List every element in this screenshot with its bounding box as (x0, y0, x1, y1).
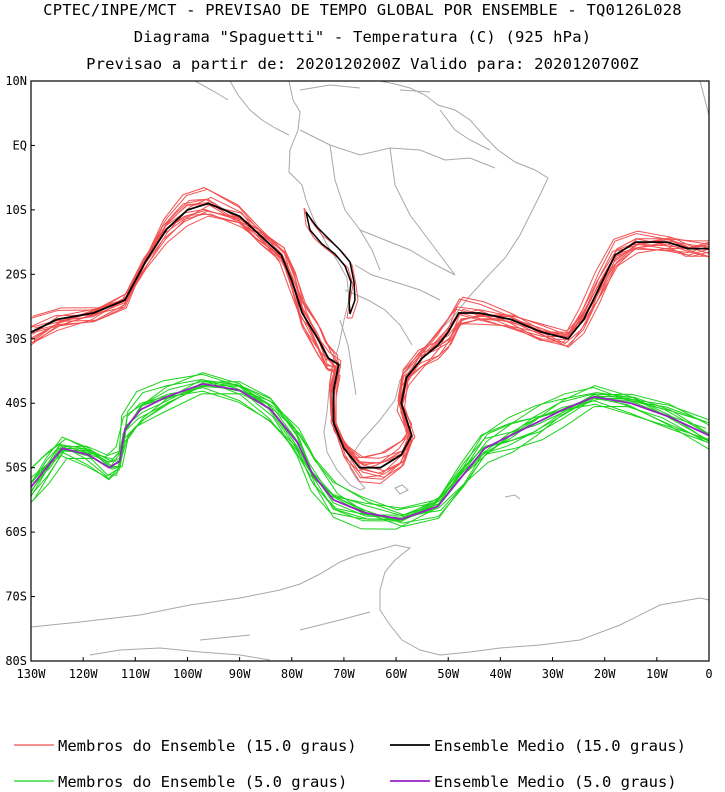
ensemble-mean-15-line (31, 202, 709, 469)
ensemble-member-line (33, 198, 709, 466)
ensemble-member-line (31, 372, 709, 509)
longitude-axis: 130W 120W 110W 100W 90W 80W 70W 60W 50W 40W 30W 20W… (17, 657, 713, 681)
plot-frame (30, 80, 710, 662)
ensemble-member-line (31, 393, 706, 530)
title-line-3: Previsao a partir de: 2020120200Z Valido… (86, 55, 639, 73)
ensemble-member-line (31, 215, 709, 485)
ensemble-member-line (31, 213, 709, 478)
lon-tick-label: 50W (437, 667, 459, 681)
lon-tick-label: 70W (333, 667, 355, 681)
ensemble-member-line (34, 384, 709, 522)
ensemble-members-5 (31, 372, 709, 530)
ensemble-member-line (33, 210, 709, 480)
lon-tick-label: 0 (705, 667, 712, 681)
lat-tick-label: 80S (5, 654, 27, 668)
ensemble-member-line (32, 380, 709, 517)
lon-tick-label: 100W (173, 667, 203, 681)
lat-tick-label: 10S (5, 203, 27, 217)
lat-tick-label: 70S (5, 590, 27, 604)
lat-tick-label: 20S (5, 267, 27, 281)
lat-tick-label: 30S (5, 332, 27, 346)
ensemble-member-line (31, 383, 709, 520)
lat-tick-label: EQ (13, 138, 27, 152)
ensemble-member-line (31, 198, 709, 459)
ensemble-mean-5-line (31, 382, 709, 521)
lat-tick-label: 10N (5, 74, 27, 88)
ensemble-member-line (32, 187, 709, 459)
lat-tick-label: 40S (5, 396, 27, 410)
legend-label-mean-15: Ensemble Medio (15.0 graus) (434, 737, 686, 755)
lon-tick-label: 10W (646, 667, 668, 681)
lat-tick-label: 50S (5, 461, 27, 475)
legend: Membros do Ensemble (15.0 graus) Ensembl… (14, 737, 686, 791)
ensemble-members-15 (31, 187, 709, 485)
lon-tick-label: 110W (121, 667, 151, 681)
lon-tick-label: 40W (490, 667, 512, 681)
ensemble-member-line (31, 379, 709, 516)
lon-tick-label: 90W (229, 667, 251, 681)
lon-tick-label: 30W (542, 667, 564, 681)
lon-tick-label: 120W (69, 667, 99, 681)
ensemble-member-line (31, 373, 707, 511)
legend-label-members-5: Membros do Ensemble (5.0 graus) (58, 773, 347, 791)
lon-tick-label: 80W (281, 667, 303, 681)
title-line-1: CPTEC/INPE/MCT - PREVISAO DE TEMPO GLOBA… (43, 1, 682, 19)
lon-tick-label: 20W (594, 667, 616, 681)
latitude-axis: 10N EQ 10S 20S 30S 40S 50S 60S 70S 80S (5, 74, 35, 668)
title-line-2: Diagrama "Spaguetti" - Temperatura (C) (… (133, 28, 592, 46)
ensemble-member-line (32, 204, 709, 479)
lat-tick-label: 60S (5, 525, 27, 539)
ensemble-member-line (31, 381, 709, 518)
andes-mean-loop (305, 211, 356, 315)
coastline-layer (31, 81, 709, 661)
ensemble-member-line (33, 384, 709, 521)
lon-tick-label: 60W (385, 667, 407, 681)
ensemble-member-line (32, 213, 707, 474)
legend-label-mean-5: Ensemble Medio (5.0 graus) (434, 773, 677, 791)
legend-label-members-15: Membros do Ensemble (15.0 graus) (58, 737, 357, 755)
lon-tick-label: 130W (17, 667, 47, 681)
